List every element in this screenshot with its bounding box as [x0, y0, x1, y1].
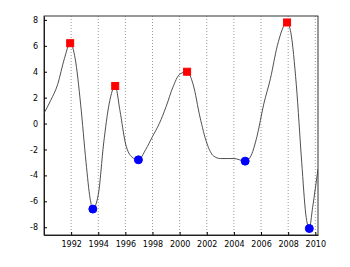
- plot-frame: [44, 16, 318, 235]
- square-marker: [184, 68, 191, 75]
- tick: 1994: [89, 232, 109, 249]
- tick-mark: [44, 20, 47, 21]
- tick: -6: [30, 197, 47, 206]
- tick-label: 2002: [197, 240, 217, 249]
- tick-mark: [44, 124, 47, 125]
- tick-label: 4: [33, 68, 38, 77]
- grid-line: [179, 16, 180, 235]
- tick-label: 1998: [143, 240, 163, 249]
- tick-mark: [315, 232, 316, 235]
- tick: 2: [33, 94, 47, 103]
- tick-mark: [44, 98, 47, 99]
- grid-line: [152, 16, 153, 235]
- tick-label: 1992: [61, 240, 81, 249]
- grid-line: [315, 16, 316, 235]
- tick-mark: [207, 232, 208, 235]
- tick-mark: [234, 232, 235, 235]
- tick-label: 2010: [306, 240, 326, 249]
- tick-mark: [180, 232, 181, 235]
- tick-label: 2008: [278, 240, 298, 249]
- marks: [44, 19, 318, 233]
- tick-mark: [125, 232, 126, 235]
- tick-mark: [44, 227, 47, 228]
- tick-mark: [98, 232, 99, 235]
- line: [44, 22, 318, 228]
- tick: -4: [30, 171, 47, 180]
- tick: 6: [33, 42, 47, 51]
- tick-label: 2004: [224, 240, 244, 249]
- tick: 1998: [143, 232, 163, 249]
- tick-mark: [288, 232, 289, 235]
- circle-marker: [241, 157, 249, 165]
- grid: [71, 16, 315, 235]
- axis-line: [44, 17, 45, 236]
- circle-marker: [305, 225, 313, 233]
- tick-label: 2000: [170, 240, 190, 249]
- tick: 4: [33, 68, 47, 77]
- tick-label: 2006: [251, 240, 271, 249]
- grid-line: [98, 16, 99, 235]
- tick-label: -6: [30, 197, 38, 206]
- tick: 2002: [197, 232, 217, 249]
- grid-line: [233, 16, 234, 235]
- tick-label: 2: [33, 94, 38, 103]
- tick: -8: [30, 223, 47, 232]
- tick: 2008: [278, 232, 298, 249]
- grid-line: [125, 16, 126, 235]
- grid-line: [288, 16, 289, 235]
- tick-mark: [44, 72, 47, 73]
- tick-mark: [71, 232, 72, 235]
- tick-label: 0: [33, 120, 38, 129]
- tick-label: 1996: [116, 240, 136, 249]
- y-axis: -8 -6 -4 -2 0 2 4 6 8: [30, 16, 47, 236]
- tick-label: 8: [33, 16, 38, 25]
- tick-mark: [153, 232, 154, 235]
- grid-line: [261, 16, 262, 235]
- tick: 2004: [224, 232, 244, 249]
- x-axis: 1992 1994 1996 1998 2000 2002 2004 2006 2008 2010: [45, 232, 326, 249]
- tick: 2000: [170, 232, 190, 249]
- tick: 2006: [251, 232, 271, 249]
- tick: 2010: [306, 232, 326, 249]
- tick: 8: [33, 16, 47, 25]
- grid-line: [71, 16, 72, 235]
- axis-line: [45, 235, 319, 236]
- tick-label: 1994: [89, 240, 109, 249]
- tick-label: -2: [30, 146, 38, 155]
- chart: 1992 1994 1996 1998 2000 2002 2004 2006 2008 2010…: [0, 0, 350, 267]
- tick: 1992: [61, 232, 81, 249]
- tick-mark: [44, 46, 47, 47]
- circle-marker: [89, 205, 97, 213]
- tick: 1996: [116, 232, 136, 249]
- tick-mark: [261, 232, 262, 235]
- tick-mark: [44, 201, 47, 202]
- circle-marker: [134, 156, 142, 164]
- tick-mark: [44, 149, 47, 150]
- grid-line: [206, 16, 207, 235]
- tick-label: -4: [30, 171, 38, 180]
- tick-label: 6: [33, 42, 38, 51]
- plot: 1992 1994 1996 1998 2000 2002 2004 2006 2008 2010…: [30, 16, 326, 249]
- tick: 0: [33, 120, 47, 129]
- square-marker: [112, 82, 119, 89]
- tick-label: -8: [30, 223, 38, 232]
- tick: -2: [30, 146, 47, 155]
- square-marker: [67, 40, 74, 47]
- square-marker: [284, 19, 291, 26]
- tick-mark: [44, 175, 47, 176]
